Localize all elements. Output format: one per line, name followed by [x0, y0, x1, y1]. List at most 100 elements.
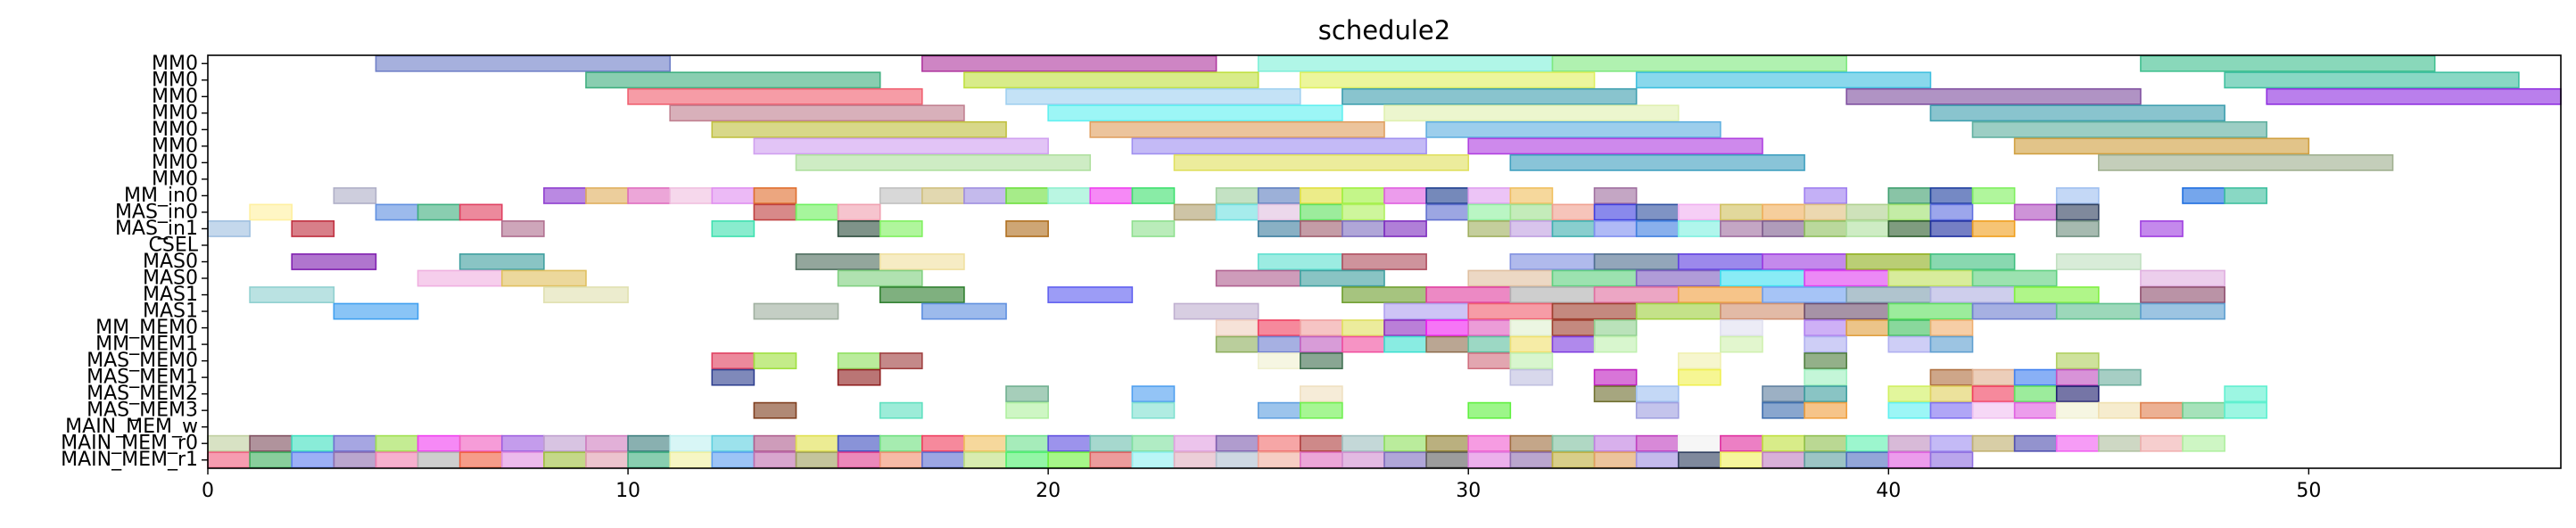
y-tick-label: MM0	[152, 168, 198, 190]
task-bar	[375, 451, 419, 469]
task-bar	[1257, 434, 1301, 452]
task-bar	[1131, 137, 1427, 155]
task-bar	[1509, 319, 1554, 336]
task-bar	[1342, 87, 1638, 105]
task-bar	[1971, 302, 2058, 320]
task-bar	[879, 434, 923, 452]
task-bar	[837, 220, 881, 237]
task-bar	[1720, 302, 1805, 320]
task-bar	[1551, 54, 1847, 72]
task-bar	[1762, 451, 1805, 469]
task-bar	[1804, 319, 1847, 336]
task-bar	[1971, 434, 2016, 452]
task-bar	[1383, 319, 1427, 336]
task-bar	[753, 187, 797, 204]
task-bar	[879, 401, 923, 419]
task-bar	[375, 434, 419, 452]
task-bar	[963, 434, 1007, 452]
y-tick-label: MAS_MEM3	[87, 400, 198, 422]
task-bar	[2013, 401, 2058, 419]
task-bar	[711, 434, 755, 452]
y-tick-label: MAIN_MEM_w	[65, 416, 198, 438]
task-bar	[1089, 120, 1385, 138]
task-bar	[921, 187, 965, 204]
task-bar	[1551, 451, 1596, 469]
task-bar	[1845, 451, 1890, 469]
task-bar	[1509, 153, 1805, 171]
task-bar	[753, 434, 797, 452]
task-bar	[1971, 187, 2016, 204]
y-tick-label: MAIN_MEM_r0	[61, 433, 198, 455]
task-bar	[458, 451, 503, 469]
y-tick-label: MM0	[152, 69, 198, 91]
task-bar	[1635, 71, 1932, 89]
task-bar	[627, 434, 671, 452]
task-bar	[249, 286, 335, 303]
task-bar	[1762, 385, 1805, 403]
y-tick-label: MM0	[152, 135, 198, 157]
task-bar	[1257, 352, 1301, 370]
task-bar	[500, 220, 545, 237]
task-bar	[1257, 54, 1554, 72]
task-bar	[1635, 269, 1721, 287]
task-bar	[1635, 434, 1680, 452]
task-bar	[2013, 434, 2058, 452]
task-bar	[795, 153, 1092, 171]
task-bar	[2055, 434, 2100, 452]
task-bar	[795, 253, 881, 270]
task-bar	[711, 352, 755, 370]
task-bar	[543, 187, 587, 204]
task-bar	[879, 220, 923, 237]
task-bar	[1887, 401, 1932, 419]
task-bar	[1677, 368, 1721, 386]
task-bar	[1215, 434, 1259, 452]
task-bar	[2055, 220, 2100, 237]
task-bar	[543, 451, 587, 469]
task-bar	[1804, 352, 1847, 370]
task-bar	[1929, 253, 2016, 270]
task-bar	[1047, 104, 1343, 122]
task-bar	[1845, 319, 1890, 336]
task-bar	[333, 302, 419, 320]
task-bar	[1257, 319, 1301, 336]
task-bar	[1425, 187, 1470, 204]
y-tick-label: MM0	[152, 86, 198, 108]
x-tick-label: 50	[2296, 480, 2321, 502]
task-bar	[1173, 203, 1218, 221]
task-bar	[921, 434, 965, 452]
task-bar	[1929, 104, 2225, 122]
task-bar	[837, 434, 881, 452]
task-bar	[1887, 220, 1932, 237]
task-bar	[1467, 187, 1512, 204]
task-bar	[1383, 220, 1427, 237]
task-bar	[753, 203, 797, 221]
task-bar	[1804, 302, 1890, 320]
task-bar	[2140, 269, 2225, 287]
task-bar	[963, 451, 1007, 469]
task-bar	[1887, 187, 1932, 204]
task-bar	[1342, 451, 1385, 469]
task-bar	[1467, 335, 1512, 353]
task-bar	[1257, 187, 1301, 204]
task-bar	[1593, 286, 1680, 303]
task-bar	[1299, 220, 1343, 237]
task-bar	[1551, 203, 1596, 221]
task-bar	[753, 451, 797, 469]
task-bar	[795, 434, 839, 452]
y-tick-label: MAS_MEM0	[87, 350, 198, 372]
task-bar	[1383, 302, 1470, 320]
task-bar	[1551, 269, 1638, 287]
task-bar	[1593, 203, 1638, 221]
task-bar	[1215, 269, 1301, 287]
task-bar	[879, 451, 923, 469]
task-bar	[207, 451, 251, 469]
task-bar	[1971, 385, 2016, 403]
y-tick-label: MM_MEM1	[95, 334, 198, 356]
task-bar	[2055, 203, 2100, 221]
task-bar	[1257, 203, 1301, 221]
task-bar	[1383, 434, 1427, 452]
task-bar	[1005, 187, 1049, 204]
task-bar	[2140, 401, 2184, 419]
task-bar	[1131, 434, 1176, 452]
task-bar	[1804, 203, 1847, 221]
